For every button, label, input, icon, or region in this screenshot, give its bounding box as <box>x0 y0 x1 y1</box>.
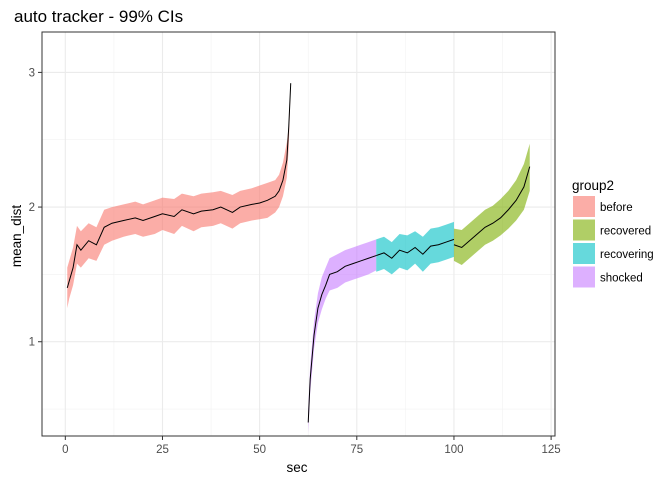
line-recovered <box>453 166 531 249</box>
y-axis-title: mean_dist <box>9 205 24 268</box>
grid-minor <box>42 32 555 436</box>
ribbon-before <box>67 83 291 309</box>
legend-key-recovered <box>573 219 595 241</box>
x-tick-label: 0 <box>62 444 68 456</box>
x-axis-ticks: 0 25 50 75 100 125 <box>62 436 561 456</box>
y-tick-label: 2 <box>29 202 35 214</box>
legend-label-before: before <box>600 202 633 214</box>
ribbon-recovered <box>453 143 530 265</box>
y-axis-ticks: 1 2 3 <box>29 67 42 349</box>
x-tick-label: 50 <box>253 444 266 456</box>
ribbon-recovering <box>376 221 454 275</box>
x-tick-label: 125 <box>542 444 561 456</box>
x-axis-title: sec <box>286 460 307 475</box>
ribbon-shocked <box>308 239 377 434</box>
legend-key-shocked <box>573 266 595 288</box>
legend-key-before <box>573 196 595 217</box>
y-tick-label: 1 <box>29 337 35 349</box>
legend-label-shocked: shocked <box>600 273 643 285</box>
x-tick-label: 100 <box>444 444 463 456</box>
line-before <box>66 83 292 289</box>
x-tick-label: 25 <box>156 444 169 456</box>
legend-label-recovering: recovering <box>600 249 654 261</box>
panel-border <box>41 31 556 437</box>
x-tick-label: 75 <box>350 444 363 456</box>
series-lines <box>66 83 531 423</box>
ribbons <box>67 83 530 434</box>
legend-key-recovering <box>573 243 595 264</box>
legend-label-recovered: recovered <box>600 226 651 238</box>
line-shocked <box>307 255 377 423</box>
chart-title: auto tracker - 99% CIs <box>14 7 183 26</box>
y-tick-label: 3 <box>29 67 35 79</box>
legend-title: group2 <box>572 178 614 193</box>
legend: group2 before recovered recovering shocked <box>572 178 654 288</box>
line-recovering <box>376 238 455 259</box>
